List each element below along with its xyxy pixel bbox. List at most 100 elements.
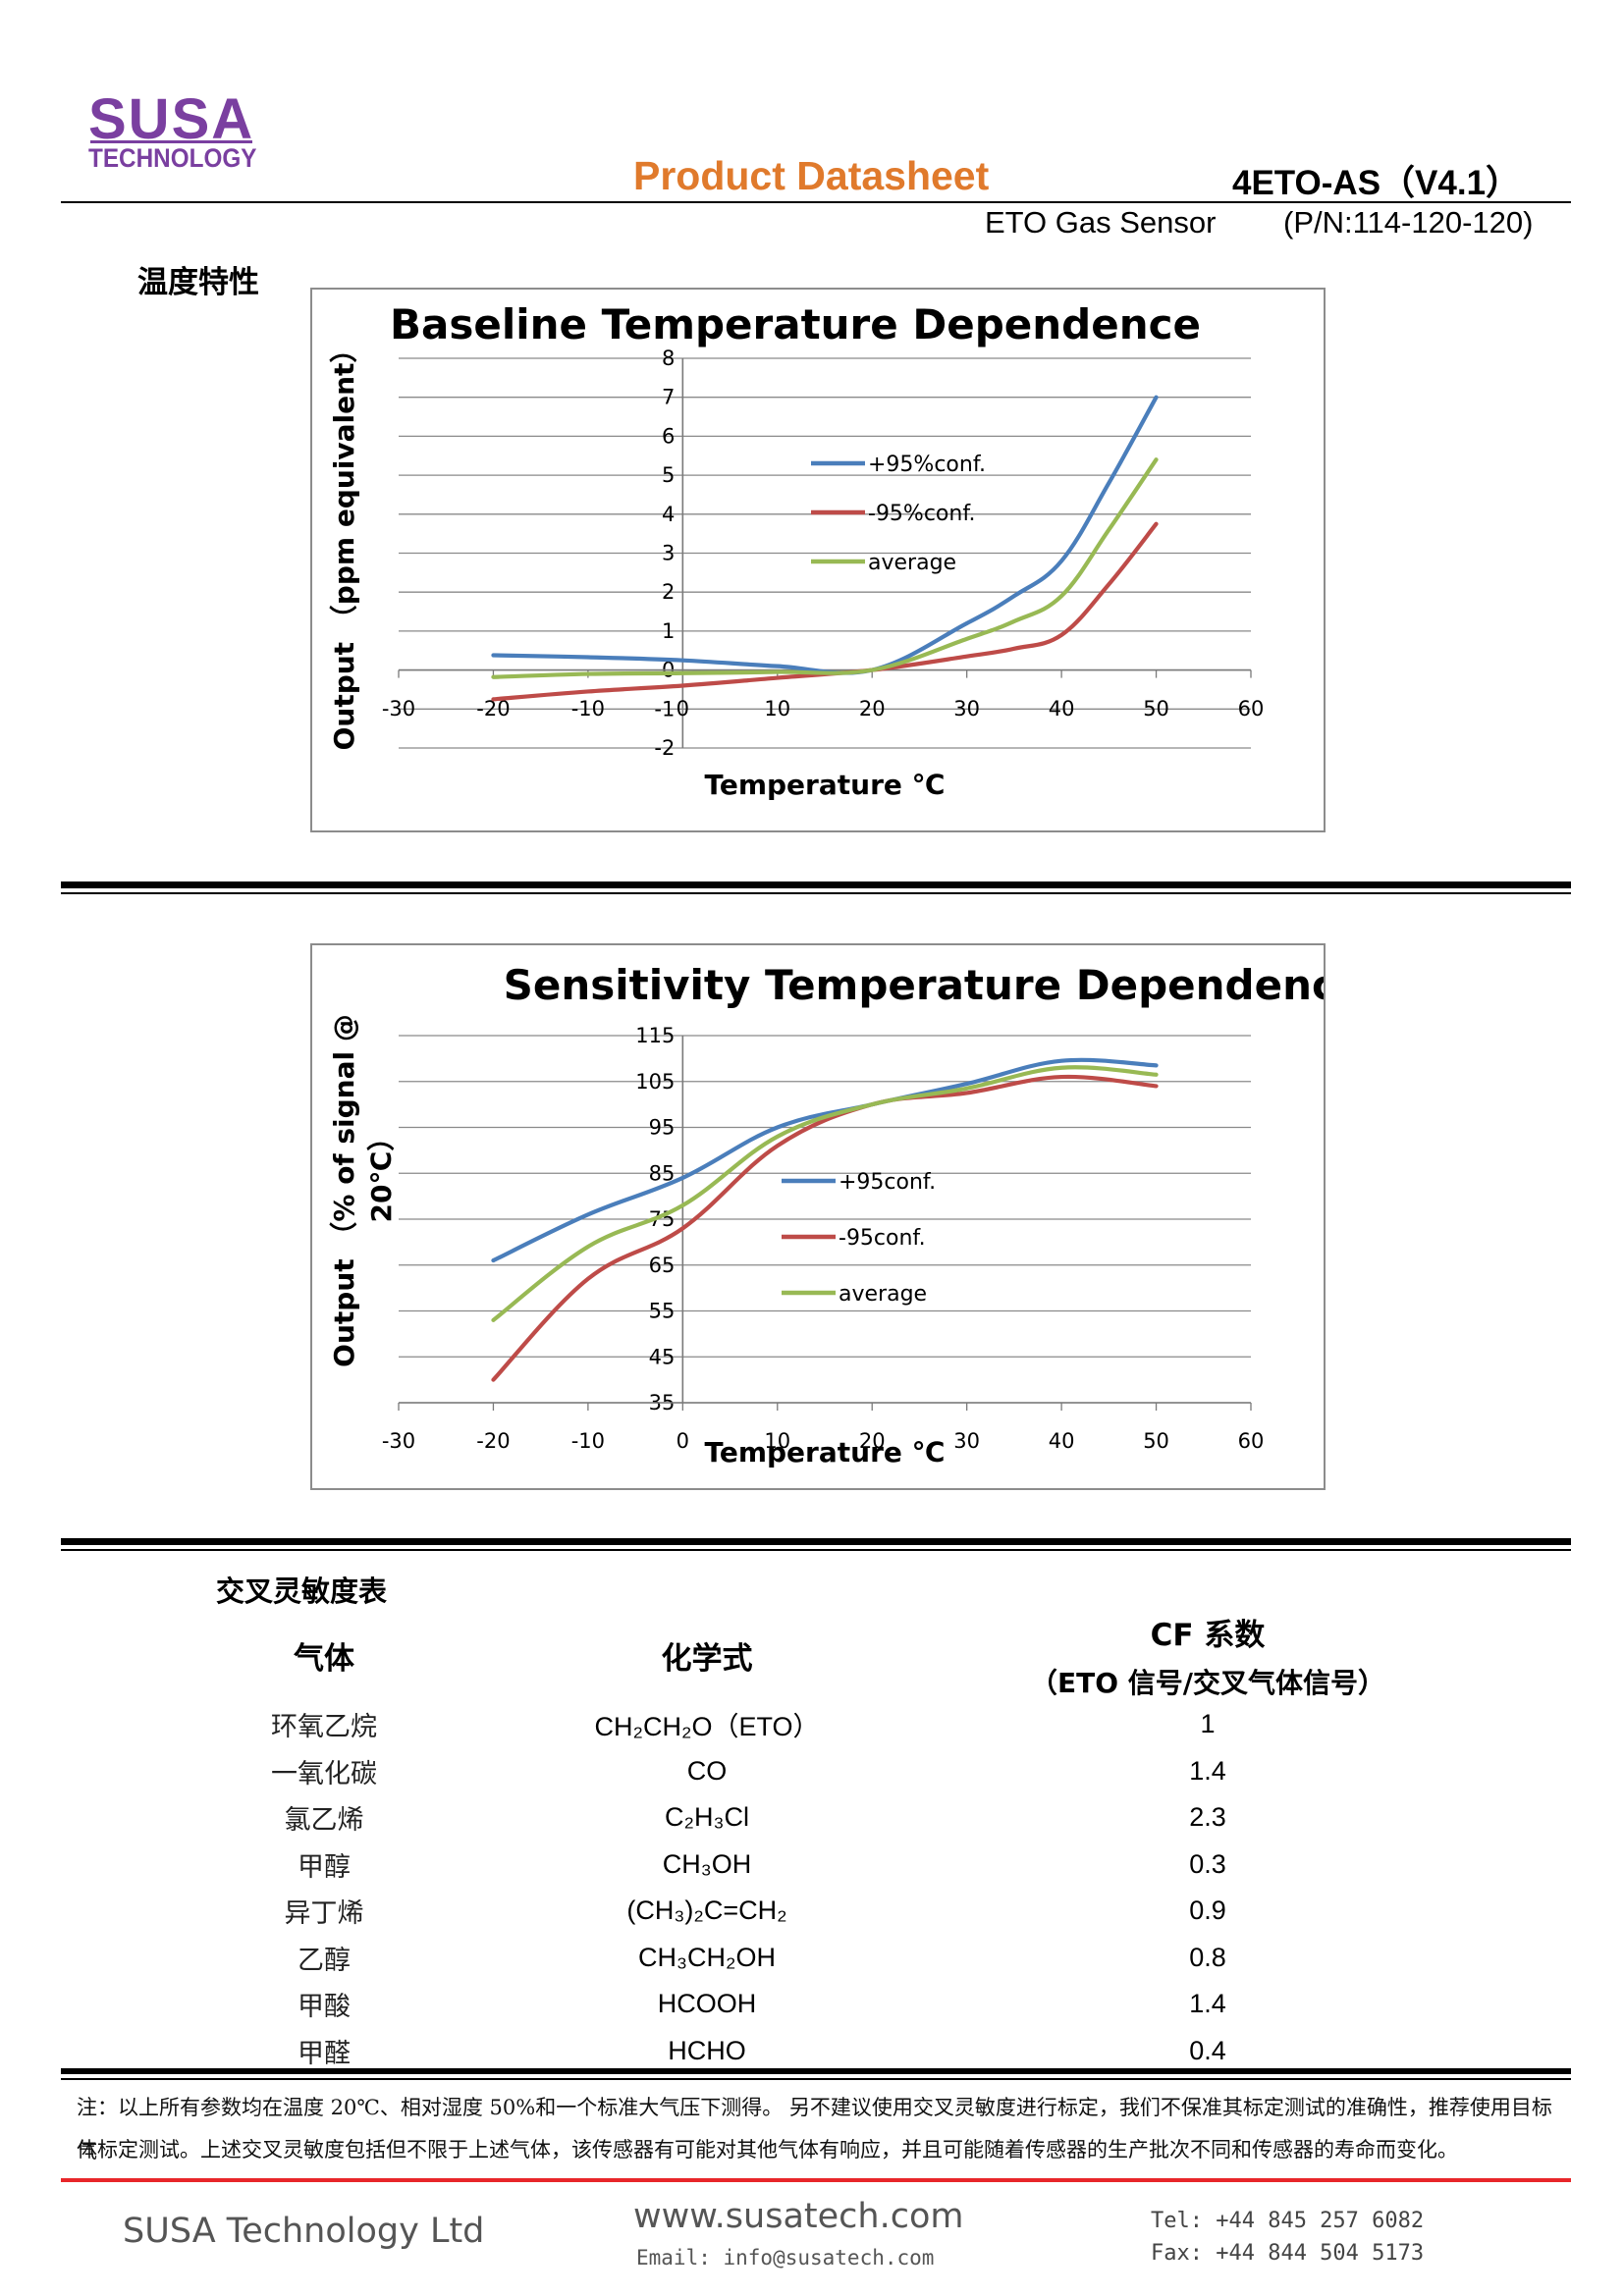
y-tick-label: 6 [662, 424, 675, 448]
cell-cf: 0.3 [1189, 1848, 1226, 1879]
x-axis-label: Temperature ℃ [704, 769, 945, 801]
cross-sensitivity-table: 气体 化学式 CF 系数 （ETO 信号/交叉气体信号） 环氧乙烷 CH₂CH₂O… [187, 1610, 1463, 2074]
table-row: 甲醛 HCHO 0.4 [187, 2028, 1463, 2075]
y-axis-label: Output （ppm equivalent） [328, 336, 360, 751]
baseline-chart-frame: Baseline Temperature Dependence -2 -1 0 1 2 3 4… [310, 288, 1326, 832]
cell-formula: CO [686, 1755, 728, 1786]
logo-underline [90, 140, 252, 143]
table-row: 乙醇 CH₃CH₂OH 0.8 [187, 1935, 1463, 1982]
cell-formula: C₂H₃Cl [665, 1802, 749, 1833]
sensitivity-chart-frame: Sensitivity Temperature Dependence 35 45 55… [310, 943, 1364, 1490]
series-line [491, 395, 1159, 675]
footer-rule [61, 2178, 1571, 2182]
y-axis-label-line2: 20℃） [365, 1124, 398, 1223]
separator [61, 1549, 1571, 1551]
cell-formula: CH₃CH₂OH [638, 1942, 776, 1972]
y-tick-label: 8 [662, 347, 675, 370]
footer-tel: Tel: +44 845 257 6082 [1151, 2209, 1425, 2233]
note-line-2: 体标定测试。上述交叉灵敏度包括但不限于上述气体，该传感器有可能对其他气体有响应，… [77, 2138, 1458, 2162]
model-number: 4ETO-AS（V4.1） [1232, 164, 1521, 202]
cell-gas: 甲酸 [298, 1992, 351, 2023]
y-tick-label: 55 [649, 1300, 676, 1323]
x-tick-label: 60 [1238, 697, 1265, 721]
x-tick-label: 20 [859, 1429, 886, 1453]
y-tick-label: 5 [662, 463, 675, 487]
legend-label: average [868, 551, 956, 575]
x-tick-label: 60 [1238, 1429, 1265, 1453]
cell-cf: 2.3 [1189, 1802, 1226, 1833]
x-tick-label: -20 [476, 1429, 510, 1453]
table-row: 甲酸 HCOOH 1.4 [187, 1981, 1463, 2028]
cell-gas: 异丁烯 [284, 1898, 364, 1930]
y-tick-label: 4 [662, 503, 675, 526]
table-row: 一氧化碳 CO 1.4 [187, 1748, 1463, 1795]
separator [61, 881, 1571, 888]
cell-gas: 一氧化碳 [271, 1758, 377, 1789]
x-tick-label: 50 [1143, 697, 1169, 721]
cell-cf: 1 [1200, 1709, 1216, 1739]
x-tick-label: 50 [1143, 1429, 1169, 1453]
x-tick-label: 10 [764, 1429, 790, 1453]
cell-cf: 1.4 [1189, 1755, 1226, 1786]
col-formula: 化学式 [661, 1641, 753, 1677]
sensor-name: ETO Gas Sensor [985, 205, 1217, 240]
y-tick-label: 95 [649, 1116, 676, 1140]
table-row: 氯乙烯 C₂H₃Cl 2.3 [187, 1794, 1463, 1842]
cell-formula: CH₃OH [662, 1848, 752, 1879]
chart-title: Baseline Temperature Dependence [390, 300, 1201, 348]
legend-label: +95conf. [839, 1170, 936, 1195]
table-header-row: 气体 化学式 CF 系数 （ETO 信号/交叉气体信号） [187, 1610, 1463, 1701]
separator [61, 2078, 1571, 2080]
section-heading-temperature: 温度特性 [137, 265, 259, 300]
x-tick-label: 40 [1049, 1429, 1075, 1453]
footer-fax: Fax: +44 844 504 5173 [1151, 2241, 1425, 2266]
baseline-chart: Baseline Temperature Dependence -2 -10 1 2 3 4… [328, 300, 1265, 801]
cell-gas: 甲醛 [298, 2038, 351, 2069]
x-tick-label: -30 [382, 697, 415, 721]
cell-cf: 0.8 [1189, 1942, 1226, 1972]
table-row: 环氧乙烷 CH₂CH₂O（ETO） 1 [187, 1701, 1463, 1748]
col-cf-line2: （ETO 信号/交叉气体信号） [1029, 1667, 1385, 1699]
y-tick-label: 2 [662, 580, 675, 604]
legend-label: +95%conf. [868, 453, 986, 477]
sensitivity-chart: Sensitivity Temperature Dependence354555… [328, 961, 1364, 1468]
legend-label: average [839, 1282, 927, 1307]
series-line [491, 1057, 1159, 1263]
section-heading-cross-sensitivity: 交叉灵敏度表 [216, 1575, 388, 1608]
x-tick-label: 10 [764, 697, 790, 721]
series-line [491, 1074, 1159, 1382]
cell-gas: 乙醇 [298, 1945, 351, 1976]
header-rule [61, 201, 1571, 203]
y-tick-label: 3 [662, 542, 675, 565]
series-line [491, 457, 1159, 679]
x-tick-label: 0 [677, 697, 689, 721]
note-line-1: 注：以上所有参数均在温度 20℃、相对湿度 50%和一个标准大气压下测得。 另不… [77, 2096, 1552, 2163]
cell-gas: 甲醇 [298, 1851, 351, 1883]
y-tick-label: 45 [649, 1345, 676, 1368]
cell-gas: 环氧乙烷 [271, 1712, 377, 1743]
cell-cf: 0.9 [1189, 1896, 1226, 1926]
y-tick-label: -1 [654, 697, 675, 721]
cell-formula: (CH₃)₂C=CH₂ [626, 1896, 787, 1926]
y-tick-label: 105 [635, 1070, 675, 1094]
y-tick-label: 1 [662, 619, 675, 643]
col-cf-line1: CF 系数 [1150, 1618, 1266, 1653]
series-line [491, 521, 1159, 702]
y-tick-label: 115 [635, 1024, 675, 1047]
cell-formula: HCHO [668, 2035, 746, 2065]
x-tick-label: 30 [953, 697, 980, 721]
legend-label: -95conf. [839, 1226, 926, 1251]
x-tick-label: 30 [953, 1429, 980, 1453]
table-row: 异丁烯 (CH₃)₂C=CH₂ 0.9 [187, 1888, 1463, 1935]
footer-company: SUSA Technology Ltd [123, 2212, 485, 2251]
footer-email-link[interactable]: Email: info@susatech.com [636, 2246, 935, 2269]
separator [61, 1538, 1571, 1545]
legend-label: -95%conf. [868, 502, 975, 526]
table-row: 甲醇 CH₃OH 0.3 [187, 1842, 1463, 1889]
chart-title: Sensitivity Temperature Dependence [504, 961, 1324, 1009]
part-number: (P/N:114-120-120) [1283, 205, 1534, 240]
x-tick-label: -10 [571, 697, 605, 721]
footer-website-link[interactable]: www.susatech.com [633, 2197, 964, 2236]
cell-formula: HCOOH [657, 1989, 757, 2019]
series-line [491, 1065, 1159, 1322]
